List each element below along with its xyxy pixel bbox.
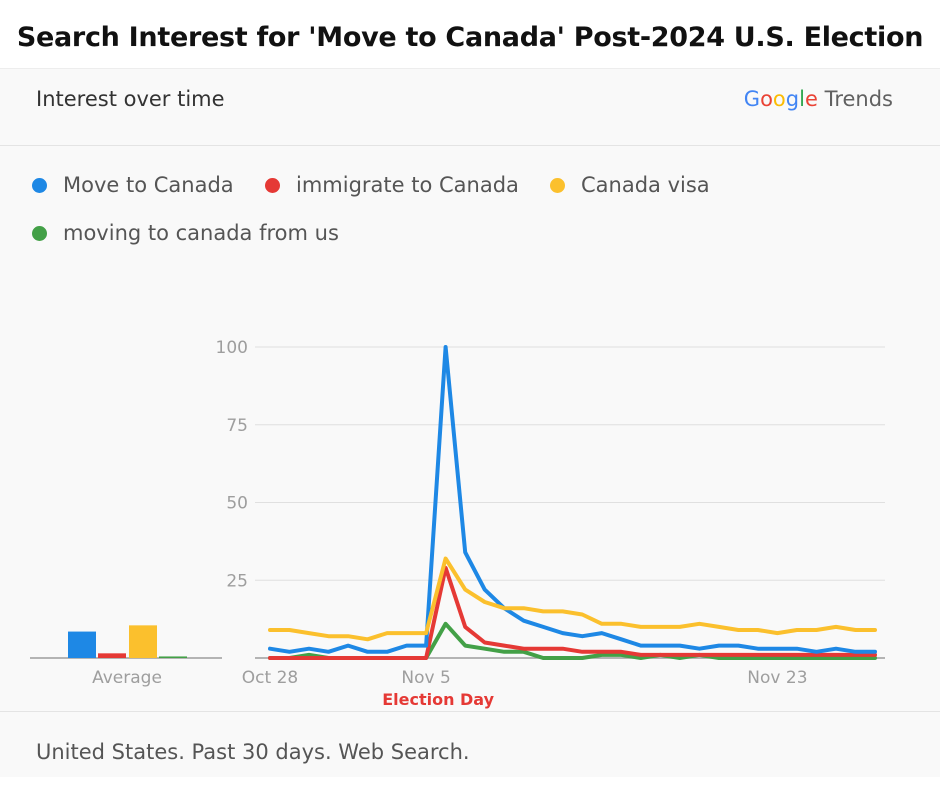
legend-dot-icon	[265, 177, 280, 193]
legend-dot-icon	[550, 177, 565, 193]
legend-label: Canada visa	[581, 173, 710, 197]
series-line-move-to-canada	[268, 345, 877, 654]
legend-label: Move to Canada	[63, 173, 234, 197]
legend-item-move-to-canada[interactable]: Move to Canada	[32, 173, 234, 197]
legend-dot-icon	[32, 177, 47, 193]
card-footer: United States. Past 30 days. Web Search.	[0, 711, 940, 778]
google-trends-logo: Google Trends	[743, 87, 893, 111]
card-title: Interest over time	[36, 87, 225, 111]
series-line-moving-to-canada-from-us	[268, 621, 877, 660]
card-header: Interest over time Google Trends	[0, 69, 940, 146]
legend-item-moving-to-canada-from-us[interactable]: moving to canada from us	[32, 221, 339, 245]
x-tick-label: Nov 23	[747, 668, 807, 688]
series-line-immigrate-to-canada	[268, 565, 877, 660]
legend-item-canada-visa[interactable]: Canada visa	[550, 173, 710, 197]
election-day-annotation: Election Day	[382, 690, 494, 709]
legend-label: moving to canada from us	[63, 221, 339, 245]
average-bar	[98, 653, 126, 658]
footer-text: United States. Past 30 days. Web Search.	[36, 740, 470, 764]
y-tick-label: 50	[226, 494, 248, 514]
x-tick-label: Nov 5	[401, 668, 450, 688]
legend-item-immigrate-to-canada[interactable]: immigrate to Canada	[265, 173, 519, 197]
average-label: Average	[92, 668, 162, 688]
average-bar	[129, 625, 157, 658]
y-tick-label: 100	[216, 338, 248, 358]
series-line-canada-visa	[268, 556, 877, 642]
y-tick-label: 75	[226, 416, 248, 436]
y-tick-label: 25	[226, 571, 248, 591]
average-bar	[68, 631, 96, 658]
average-bar	[159, 656, 187, 658]
x-tick-label: Oct 28	[242, 668, 298, 688]
page-headline: Search Interest for 'Move to Canada' Pos…	[16, 22, 924, 53]
legend-dot-icon	[32, 225, 47, 241]
legend-label: immigrate to Canada	[296, 173, 519, 197]
